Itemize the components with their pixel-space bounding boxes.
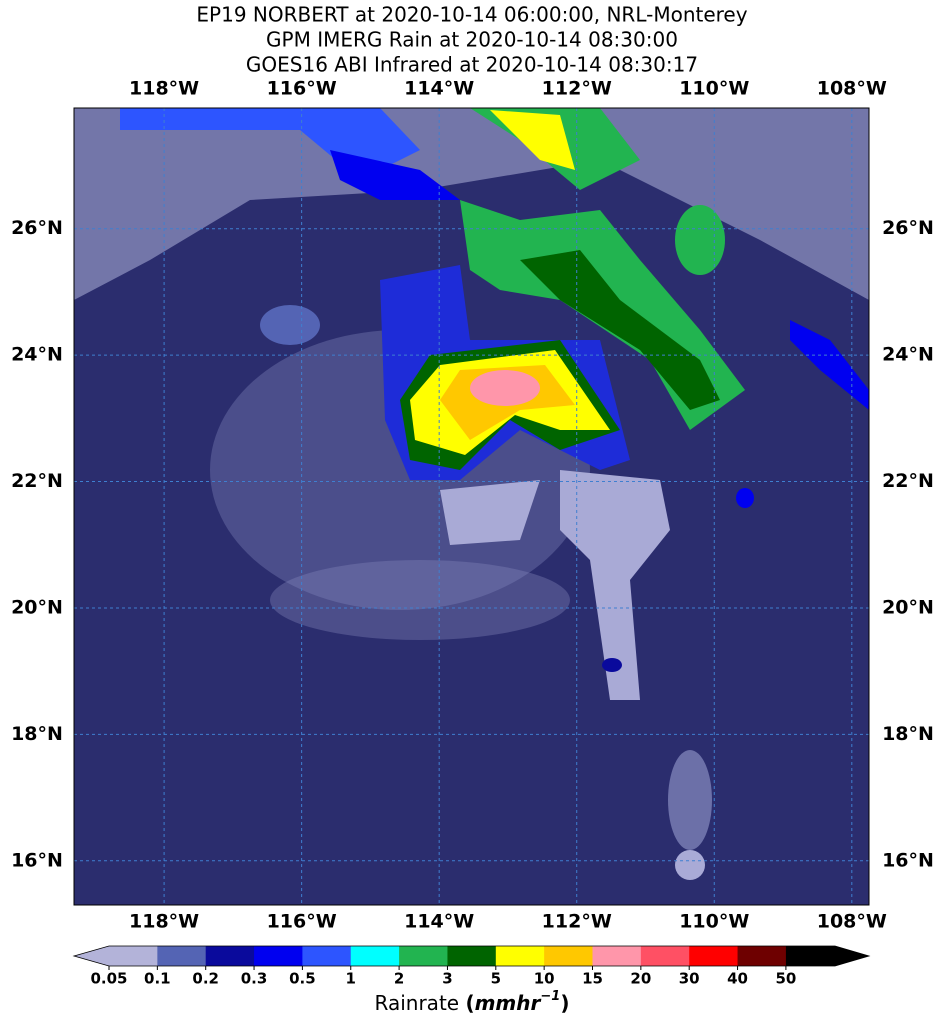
unit: mmhr [475, 991, 542, 1015]
colorbar-tick-label: 30 [679, 970, 700, 988]
lon-label: 108°W [817, 911, 887, 933]
colorbar-tick-label: 0.3 [241, 970, 268, 988]
lat-label: 24°N [11, 344, 63, 366]
colorbar-segment [157, 946, 207, 966]
colorbar-tick-label: 0.05 [90, 970, 127, 988]
lat-label: 26°N [882, 217, 934, 239]
colorbar-tick-label: 50 [775, 970, 796, 988]
lon-label: 118°W [129, 78, 199, 100]
colorbar-segment [205, 946, 255, 966]
colorbar-tick-label: 3 [442, 970, 452, 988]
lat-label: 22°N [882, 470, 934, 492]
colorbar-tick-label: 0.2 [192, 970, 219, 988]
colorbar-segment [399, 946, 448, 966]
colorbar-tick-label: 2 [394, 970, 404, 988]
colorbar-segment [495, 946, 545, 966]
map-image [74, 108, 869, 905]
lon-label: 116°W [267, 911, 337, 933]
colorbar-segment [689, 946, 739, 966]
lat-label: 16°N [11, 849, 63, 871]
colorbar-tick-label: 20 [630, 970, 651, 988]
lon-label: 118°W [129, 911, 199, 933]
lon-label: 116°W [267, 78, 337, 100]
colorbar-label-text: Rainrate [375, 991, 460, 1015]
colorbar-segment [350, 946, 400, 966]
lat-label: 16°N [882, 849, 934, 871]
unit-open: ( [465, 991, 474, 1015]
colorbar-tick-label: 0.5 [289, 970, 316, 988]
unit-exponent: −1 [540, 989, 560, 1004]
colorbar-tick-label: 5 [491, 970, 501, 988]
lat-label: 26°N [11, 217, 63, 239]
colorbar-tick-label: 0.1 [144, 970, 171, 988]
colorbar-over [785, 946, 869, 966]
unit-close: ) [560, 991, 569, 1015]
lat-label: 20°N [11, 596, 63, 618]
colorbar: 0.05 0.1 0.2 0.3 0.5 1 2 3 5 10 15 20 30 40 50 [72, 945, 871, 988]
colorbar-tick-label: 1 [346, 970, 356, 988]
colorbar-segment [592, 946, 642, 966]
colorbar-segment [109, 946, 158, 966]
grid [74, 108, 869, 905]
colorbar-under [74, 946, 109, 966]
colorbar-segment [544, 946, 593, 966]
title-line: GOES16 ABI Infrared at 2020-10-14 08:30:… [246, 53, 698, 77]
map-frame [73, 107, 870, 906]
colorbar-tick-label: 40 [727, 970, 748, 988]
lon-label: 108°W [817, 78, 887, 100]
colorbar-label: Rainrate (mmhr−1) [375, 989, 570, 1015]
lon-label: 112°W [542, 78, 612, 100]
lat-label: 22°N [11, 470, 63, 492]
title-line: GPM IMERG Rain at 2020-10-14 08:30:00 [266, 28, 678, 52]
lon-label: 114°W [404, 911, 474, 933]
title-line: EP19 NORBERT at 2020-10-14 06:00:00, NRL… [196, 3, 747, 27]
colorbar-segment [254, 946, 303, 966]
colorbar-tick-label: 15 [582, 970, 603, 988]
colorbar-segment [447, 946, 497, 966]
lon-label: 110°W [679, 78, 749, 100]
colorbar-segment [302, 946, 352, 966]
lat-label: 24°N [882, 344, 934, 366]
lon-label: 114°W [404, 78, 474, 100]
colorbar-segment [737, 946, 787, 966]
lat-label: 18°N [11, 723, 63, 745]
colorbar-tick-label: 10 [534, 970, 555, 988]
lon-label: 112°W [542, 911, 612, 933]
lat-label: 20°N [882, 596, 934, 618]
lat-label: 18°N [882, 723, 934, 745]
lon-label: 110°W [679, 911, 749, 933]
colorbar-segment [640, 946, 690, 966]
